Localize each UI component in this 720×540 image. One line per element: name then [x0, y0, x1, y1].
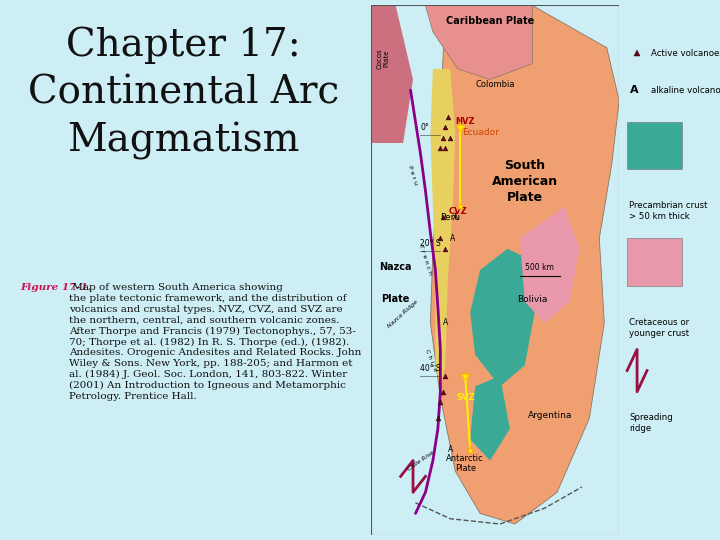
- Text: Active volcanoes: Active volcanoes: [651, 49, 720, 58]
- Text: SVZ: SVZ: [456, 393, 474, 402]
- Polygon shape: [470, 376, 510, 461]
- Polygon shape: [371, 5, 413, 143]
- Text: T r e n c h: T r e n c h: [418, 244, 433, 275]
- Text: Argentina: Argentina: [528, 411, 572, 420]
- Text: A: A: [453, 213, 458, 221]
- Text: 0°: 0°: [420, 123, 429, 132]
- Text: Nazca Ridge: Nazca Ridge: [387, 299, 419, 329]
- Text: Caribbean Plate: Caribbean Plate: [446, 16, 534, 26]
- Text: Cretaceous or
younger crust: Cretaceous or younger crust: [629, 318, 689, 338]
- Text: Plate: Plate: [382, 294, 410, 304]
- Text: Antarctic
Plate: Antarctic Plate: [446, 454, 484, 473]
- Polygon shape: [431, 69, 455, 387]
- Bar: [627, 238, 682, 286]
- Text: 40° S: 40° S: [420, 363, 441, 373]
- Text: Cocos
Plate: Cocos Plate: [377, 48, 390, 69]
- Polygon shape: [431, 5, 619, 524]
- Text: alkaline volcanoes: alkaline volcanoes: [651, 85, 720, 94]
- Text: Ecuador: Ecuador: [462, 128, 498, 137]
- Text: Spreading
ridge: Spreading ridge: [629, 413, 673, 433]
- Text: Nazca: Nazca: [379, 262, 412, 272]
- Text: Chapter 17:
Continental Arc
Magmatism: Chapter 17: Continental Arc Magmatism: [28, 27, 339, 160]
- Text: 20° S: 20° S: [420, 239, 441, 248]
- Polygon shape: [426, 5, 532, 79]
- Text: Bolivia: Bolivia: [517, 295, 547, 304]
- Bar: [627, 122, 682, 170]
- Text: P e r u: P e r u: [408, 164, 418, 185]
- Text: 500 km: 500 km: [526, 263, 554, 272]
- Text: C h i l e: C h i l e: [423, 348, 437, 372]
- Text: Chile Rise: Chile Rise: [406, 450, 435, 472]
- Polygon shape: [520, 206, 580, 323]
- Text: NVZ: NVZ: [455, 118, 475, 126]
- Text: Colombia: Colombia: [475, 80, 515, 90]
- Text: Map of western South America showing
the plate tectonic framework, and the distr: Map of western South America showing the…: [69, 284, 361, 401]
- Text: A: A: [630, 85, 639, 95]
- Polygon shape: [470, 249, 535, 387]
- Text: A: A: [443, 319, 448, 327]
- Text: Figure 17-1.: Figure 17-1.: [20, 284, 91, 293]
- Text: South
American
Plate: South American Plate: [492, 159, 558, 204]
- Text: Peru: Peru: [440, 213, 460, 222]
- Text: Precambrian crust
> 50 km thick: Precambrian crust > 50 km thick: [629, 201, 708, 221]
- Text: CVZ: CVZ: [449, 207, 467, 217]
- Text: A: A: [448, 446, 453, 455]
- Text: A: A: [450, 234, 455, 243]
